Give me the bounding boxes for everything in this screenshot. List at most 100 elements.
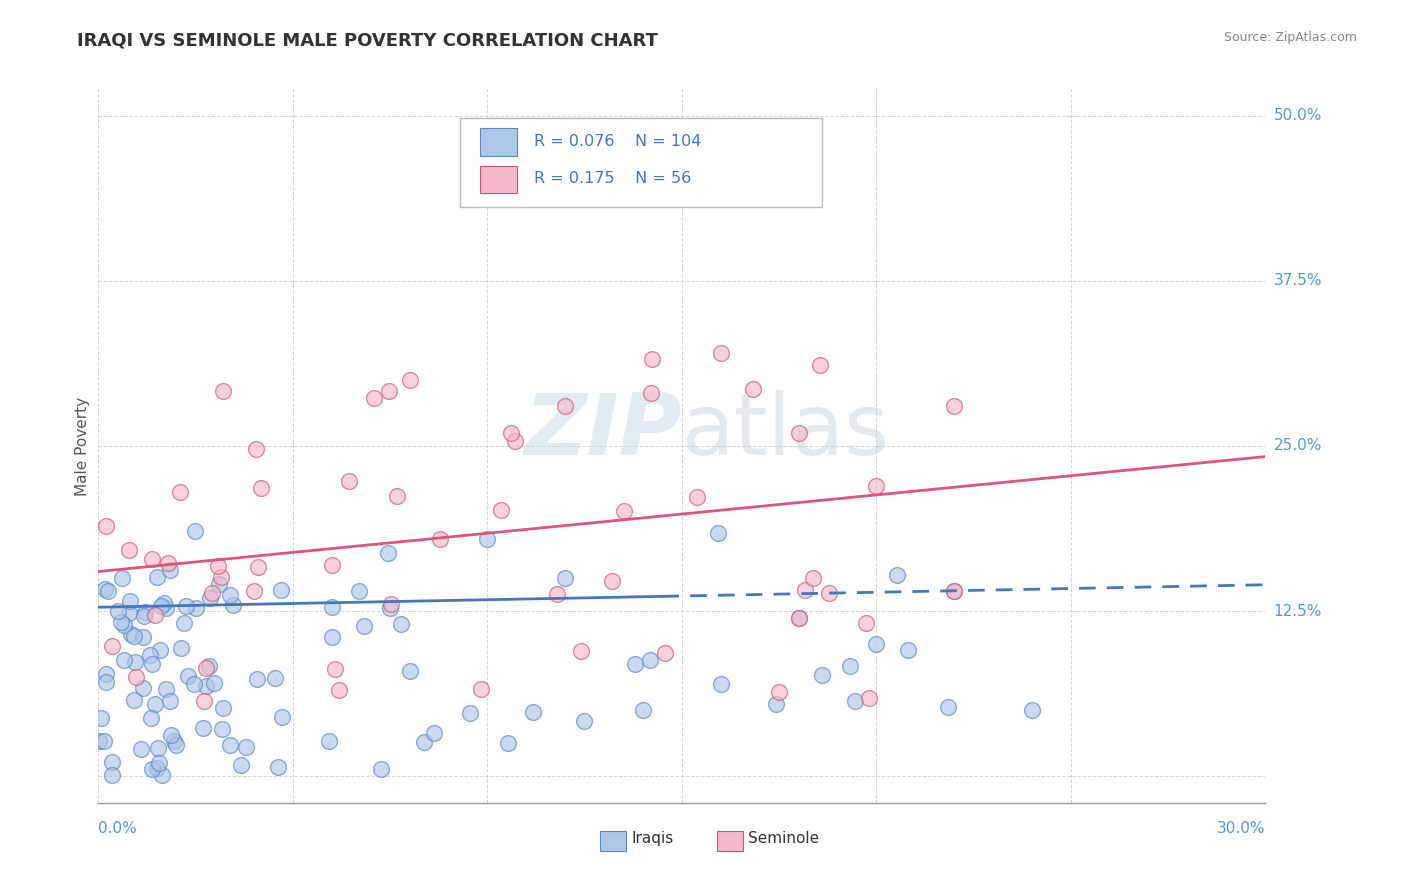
Point (97, 584, 120, 599)
Point (865, 478, 887, 492)
Text: IRAQI VS SEMINOLE MALE POVERTY CORRELATION CHART: IRAQI VS SEMINOLE MALE POVERTY CORRELATI… (77, 31, 658, 49)
Bar (600, 831, 626, 851)
Text: Source: ZipAtlas.com: Source: ZipAtlas.com (1223, 31, 1357, 45)
Point (886, 567, 908, 582)
Point (370, 762, 392, 776)
Point (787, 425, 810, 440)
Point (477, 188, 499, 202)
Point (100, 639, 122, 653)
Point (613, 504, 636, 518)
Point (503, 434, 526, 449)
Point (801, 571, 824, 585)
FancyBboxPatch shape (460, 118, 823, 207)
Point (768, 684, 790, 698)
Point (211, 722, 233, 736)
Point (94, 582, 117, 596)
Point (141, 552, 163, 566)
Point (114, 653, 136, 667)
Point (844, 694, 866, 708)
Point (686, 490, 709, 504)
Point (640, 653, 662, 667)
Point (159, 728, 181, 742)
Point (246, 560, 269, 574)
Point (235, 740, 257, 755)
Point (174, 599, 197, 613)
Point (139, 711, 162, 725)
Point (201, 586, 224, 600)
Point (195, 661, 218, 675)
Point (157, 556, 180, 570)
Point (855, 615, 877, 630)
Point (107, 604, 129, 618)
Point (600, 574, 623, 589)
Point (149, 599, 172, 613)
Point (132, 608, 155, 623)
Point (202, 676, 225, 690)
Point (165, 738, 187, 752)
Point (787, 611, 810, 625)
Point (250, 481, 273, 495)
Point (222, 598, 245, 612)
Point (118, 543, 141, 558)
Point (477, 532, 499, 546)
Point (173, 615, 195, 630)
Point (150, 768, 173, 782)
Point (640, 386, 662, 401)
Text: R = 0.076    N = 104: R = 0.076 N = 104 (534, 134, 702, 149)
Text: 25.0%: 25.0% (1274, 439, 1322, 453)
Point (143, 607, 166, 622)
Point (162, 734, 184, 748)
Point (101, 767, 124, 781)
Point (710, 677, 733, 691)
Point (377, 384, 399, 398)
Point (353, 619, 375, 633)
Point (118, 594, 141, 608)
Point (522, 705, 544, 719)
Point (112, 617, 135, 632)
Point (385, 489, 408, 503)
Point (943, 400, 966, 414)
Point (897, 643, 920, 657)
Point (90, 711, 112, 725)
Point (93, 733, 115, 747)
Point (624, 657, 647, 672)
Point (337, 474, 360, 488)
Point (328, 682, 350, 697)
Bar (479, 166, 517, 193)
Point (101, 755, 124, 769)
Point (94, 666, 117, 681)
Point (264, 672, 287, 686)
Point (554, 571, 576, 585)
Point (186, 600, 208, 615)
Point (710, 346, 733, 360)
Point (818, 586, 841, 600)
Point (631, 703, 654, 717)
Text: R = 0.175    N = 56: R = 0.175 N = 56 (534, 171, 690, 186)
Point (398, 664, 420, 678)
Point (141, 657, 163, 671)
Point (148, 741, 170, 756)
Point (121, 626, 143, 640)
Point (501, 425, 523, 440)
Point (707, 526, 730, 541)
Point (129, 742, 152, 756)
Point (229, 757, 252, 772)
Point (184, 524, 207, 539)
Point (489, 503, 512, 517)
Point (124, 655, 146, 669)
Point (159, 694, 181, 708)
Point (219, 738, 242, 752)
Point (654, 646, 676, 660)
Point (811, 667, 834, 681)
Point (398, 373, 420, 387)
Y-axis label: Male Poverty: Male Poverty (75, 396, 90, 496)
Point (270, 582, 292, 597)
Point (194, 679, 217, 693)
Text: 37.5%: 37.5% (1274, 273, 1322, 288)
Point (148, 756, 170, 770)
Point (569, 644, 592, 658)
Point (266, 760, 288, 774)
Point (193, 694, 215, 708)
Point (363, 391, 385, 405)
Point (943, 584, 966, 599)
